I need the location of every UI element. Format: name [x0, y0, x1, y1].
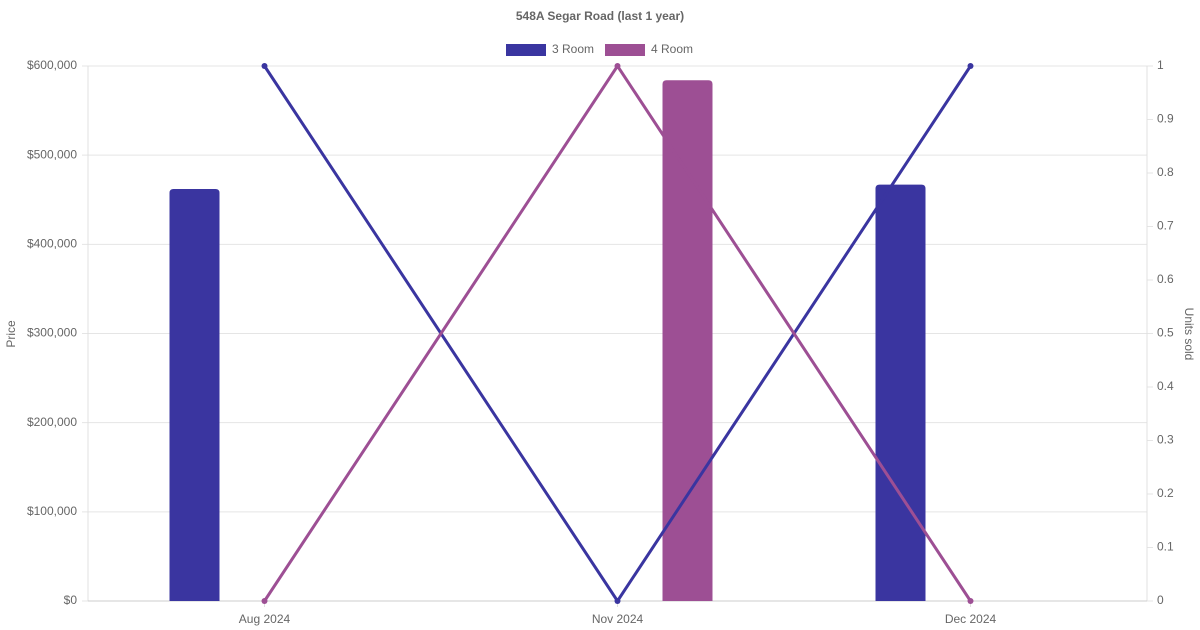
y2-tick-label: 0.3 [1157, 433, 1174, 447]
y2-tick-label: 0.4 [1157, 379, 1174, 393]
y-tick-label: $0 [64, 593, 78, 607]
y2-tick-label: 0.8 [1157, 165, 1174, 179]
line-point [967, 598, 974, 604]
line-point [967, 63, 974, 69]
line-point [614, 598, 621, 604]
y2-tick-label: 0.5 [1157, 326, 1174, 340]
y2-tick-label: 1 [1157, 58, 1164, 72]
x-tick-label: Dec 2024 [945, 612, 997, 626]
y-tick-label: $300,000 [27, 326, 77, 340]
y2-tick-label: 0 [1157, 593, 1164, 607]
legend-label[interactable]: 3 Room [552, 42, 594, 56]
line-point [261, 63, 268, 69]
line-point [261, 598, 268, 604]
bar [875, 184, 926, 601]
legend-swatch[interactable] [506, 44, 546, 56]
y2-tick-label: 0.9 [1157, 112, 1174, 126]
y-tick-label: $500,000 [27, 147, 77, 161]
y2-tick-label: 0.6 [1157, 272, 1174, 286]
legend-swatch[interactable] [605, 44, 645, 56]
bar [662, 80, 713, 602]
y-tick-label: $400,000 [27, 237, 77, 251]
y2-axis-label: Units sold [1182, 308, 1196, 361]
y2-tick-label: 0.2 [1157, 486, 1174, 500]
bar [169, 189, 220, 602]
x-tick-label: Aug 2024 [239, 612, 291, 626]
y-axis-label: Price [4, 320, 18, 348]
y-tick-label: $200,000 [27, 415, 77, 429]
y2-tick-label: 0.1 [1157, 540, 1174, 554]
chart-title: 548A Segar Road (last 1 year) [516, 9, 684, 23]
x-tick-label: Nov 2024 [592, 612, 644, 626]
y2-tick-label: 0.7 [1157, 219, 1174, 233]
line-point [614, 63, 621, 69]
y-tick-label: $100,000 [27, 504, 77, 518]
y-tick-label: $600,000 [27, 58, 77, 72]
legend-label[interactable]: 4 Room [651, 42, 693, 56]
